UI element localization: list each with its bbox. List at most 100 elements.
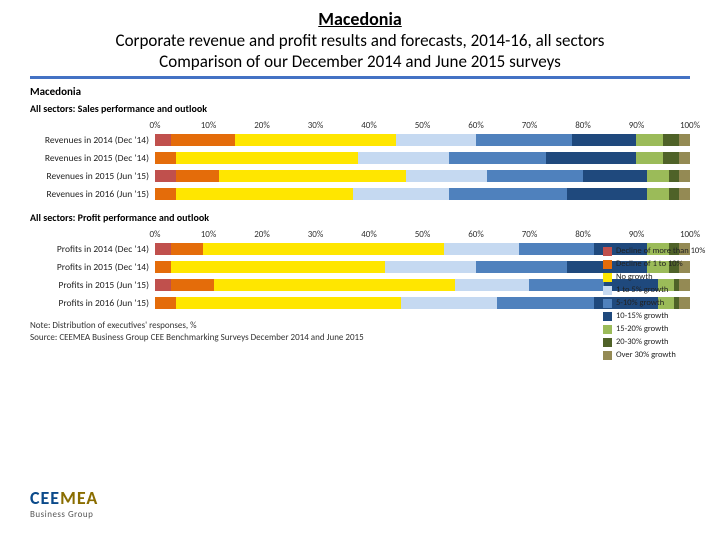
legend-label: 20-30% growth [616,337,669,347]
bar-segment [155,297,176,309]
profit-chart: 0%10%20%30%40%50%60%70%80%90%100% Profit… [30,226,690,312]
bar-segment [176,152,358,164]
bar-segment [396,134,476,146]
legend-swatch [603,351,612,360]
bar-segment [203,243,444,255]
sales-axis: 0%10%20%30%40%50%60%70%80%90%100% [30,117,690,131]
axis-tick: 30% [308,120,324,131]
bar-segment [358,152,449,164]
note-line: Note: Distribution of executives' respon… [30,320,690,332]
profit-axis: 0%10%20%30%40%50%60%70%80%90%100% [30,226,690,240]
bar-segment [171,243,203,255]
logo-part2: MEA [60,487,98,509]
bar-segment [567,188,647,200]
legend-label: No growth [616,272,653,282]
bar-segment [476,261,567,273]
bar-segment [155,243,171,255]
bar-segment [476,134,572,146]
bar-segment [583,170,647,182]
row-label: Revenues in 2014 (Dec '14) [30,134,155,146]
row-label: Revenues in 2015 (Jun '15) [30,170,155,182]
bar-row: Profits in 2015 (Dec '14) [30,258,690,276]
bar-segment [155,170,176,182]
axis-tick: 70% [522,229,538,240]
bar-segment [214,279,455,291]
row-label: Profits in 2014 (Dec '14) [30,243,155,255]
source-line: Source: CEEMEA Business Group CEE Benchm… [30,332,690,344]
bar-segment [663,134,679,146]
bar-segment [406,170,486,182]
bar-segment [546,152,637,164]
bar-segment [155,188,176,200]
bar-segment [487,170,583,182]
bar-segment [519,243,594,255]
bar-segment [679,188,690,200]
country-label: Macedonia [30,85,690,98]
row-label: Profits in 2015 (Jun '15) [30,279,155,291]
bar-row: Revenues in 2015 (Jun '15) [30,167,690,185]
legend-swatch [603,325,612,334]
bar-segment [529,279,604,291]
bar-segment [669,188,680,200]
bar-row: Profits in 2016 (Jun '15) [30,294,690,312]
axis-tick: 30% [308,229,324,240]
bar-segment [155,134,171,146]
title-sub1: Corporate revenue and profit results and… [30,30,690,51]
bar-segment [497,297,593,309]
bar-row: Revenues in 2015 (Dec '14) [30,149,690,167]
title-sub2: Comparison of our December 2014 and June… [30,51,690,72]
bar-row: Profits in 2014 (Dec '14) [30,240,690,258]
bar-segment [636,152,663,164]
profit-section-title: All sectors: Profit performance and outl… [30,211,690,224]
bar-segment [385,261,476,273]
bar-segment [449,188,567,200]
bar-segment [171,261,385,273]
legend-label: Over 30% growth [616,350,676,360]
bar-segment [449,152,545,164]
bar-segment [171,134,235,146]
notes: Note: Distribution of executives' respon… [30,320,690,343]
bar-track [155,188,690,200]
sales-chart: 0%10%20%30%40%50%60%70%80%90%100% Revenu… [30,117,690,203]
bar-segment [235,134,396,146]
axis-tick: 0% [150,120,161,131]
divider-bar [30,76,690,79]
legend-item: 20-30% growth [603,337,718,347]
legend-label: Decline of more than 10% [616,246,705,256]
title-main: Macedonia [30,8,690,30]
bar-segment [155,279,171,291]
bar-track [155,134,690,146]
axis-tick: 100% [680,120,700,131]
axis-tick: 0% [150,229,161,240]
legend-label: Decline of 1 to 10% [616,259,683,269]
legend-item: 15-20% growth [603,324,718,334]
bar-segment [679,170,690,182]
row-label: Profits in 2016 (Jun '15) [30,297,155,309]
bar-segment [176,297,401,309]
bar-segment [669,170,680,182]
legend-swatch [603,247,612,256]
legend-item: No growth [603,272,718,282]
legend-swatch [603,312,612,321]
legend-item: 5-10% growth [603,298,718,308]
row-label: Profits in 2015 (Dec '14) [30,261,155,273]
bar-row: Profits in 2015 (Jun '15) [30,276,690,294]
legend-swatch [603,338,612,347]
bar-segment [219,170,406,182]
axis-tick: 50% [415,229,431,240]
axis-tick: 80% [575,229,591,240]
axis-tick: 80% [575,120,591,131]
legend-label: 5-10% growth [616,298,664,308]
bar-segment [444,243,519,255]
legend-item: Decline of more than 10% [603,246,718,256]
axis-tick: 50% [415,120,431,131]
axis-tick: 20% [254,229,270,240]
legend-swatch [603,260,612,269]
legend-label: 10-15% growth [616,311,669,321]
bar-segment [401,297,497,309]
axis-tick: 90% [629,229,645,240]
legend-item: 1 to 5% growth [603,285,718,295]
axis-tick: 60% [468,120,484,131]
legend-item: 10-15% growth [603,311,718,321]
axis-tick: 90% [629,120,645,131]
